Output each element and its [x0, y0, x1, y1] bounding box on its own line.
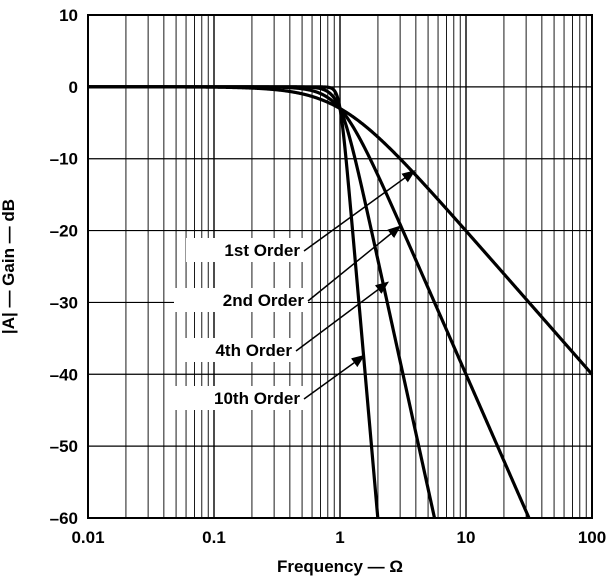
- annotation-label-2nd-order: 2nd Order: [223, 291, 305, 310]
- y-tick-label: –10: [50, 150, 78, 169]
- y-tick-label: –50: [50, 437, 78, 456]
- y-axis-label: |A| — Gain — dB: [0, 199, 18, 334]
- y-tick-label: –30: [50, 293, 78, 312]
- x-tick-label: 1: [335, 528, 344, 547]
- annotation-arrow-2nd-order: [307, 225, 402, 302]
- series-group: [86, 85, 594, 519]
- annotation-label-1st-order: 1st Order: [224, 241, 300, 260]
- y-tick-label: 0: [69, 78, 78, 97]
- annotation-arrow-10th-order: [303, 354, 366, 400]
- y-tick-label: –40: [50, 365, 78, 384]
- annotation-box-2nd-order: [174, 288, 308, 312]
- y-tick-label: –20: [50, 222, 78, 241]
- annotation-box-4th-order: [184, 338, 296, 362]
- annotations-group: 1st Order 2nd Order 4th Order 10th Order: [174, 170, 416, 410]
- annotation-label-4th-order: 4th Order: [215, 341, 292, 360]
- x-tick-label: 100: [578, 528, 606, 547]
- annotation-box-1st-order: [186, 238, 304, 262]
- y-tick-label: –60: [50, 509, 78, 528]
- grid: [87, 14, 593, 519]
- series-line-10th-order: [86, 85, 380, 519]
- annotation-arrow-1st-order: [303, 170, 416, 252]
- annotation-box-10th-order: [174, 386, 304, 410]
- x-tick-label: 10: [457, 528, 476, 547]
- annotation-arrow-4th-order: [295, 281, 389, 352]
- plot-frame: [87, 14, 593, 519]
- y-tick-label: 10: [59, 6, 78, 25]
- x-axis-label: Frequency — Ω: [277, 557, 403, 576]
- x-tick-label: 0.01: [71, 528, 104, 547]
- annotation-label-10th-order: 10th Order: [214, 389, 300, 408]
- x-tick-label: 0.1: [202, 528, 226, 547]
